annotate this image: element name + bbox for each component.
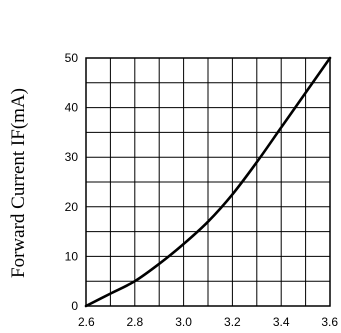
y-axis-title: Forward Current IF(mA): [8, 88, 29, 278]
x-tick-label: 3.6: [321, 315, 338, 329]
y-tick-label: 10: [65, 249, 79, 263]
y-tick-label: 50: [65, 51, 79, 65]
y-tick-label: 30: [65, 150, 79, 164]
series-line-0: [84, 56, 332, 308]
grid: [86, 58, 330, 306]
x-tick-label: 3.4: [273, 315, 290, 329]
plot-frame: [85, 57, 331, 307]
y-tick-label: 0: [71, 299, 78, 313]
y-tick-label: 40: [65, 101, 79, 115]
x-tick-label: 3.2: [224, 315, 241, 329]
x-tick-label: 2.6: [78, 315, 95, 329]
series-group: [84, 56, 332, 308]
y-tick-label: 20: [65, 200, 79, 214]
tick-labels: 0 10 20 30 40 50 2.6 2.8 3.0 3.2 3.4 3.6: [65, 51, 339, 329]
x-tick-label: 3.0: [175, 315, 192, 329]
x-tick-label: 2.8: [126, 315, 143, 329]
